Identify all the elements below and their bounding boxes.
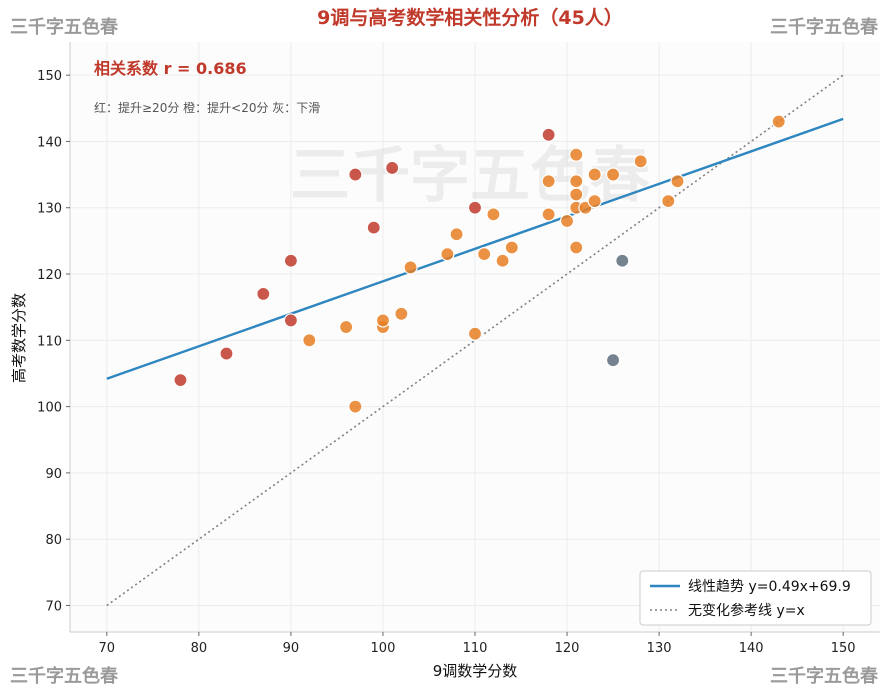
y-axis-label: 高考数学分数	[10, 293, 28, 383]
x-tick-label: 100	[371, 641, 396, 656]
data-point-improve-big	[541, 127, 556, 142]
data-point-improve-small	[587, 167, 602, 182]
data-point-improve-big	[173, 372, 188, 388]
x-tick-label: 90	[283, 641, 300, 656]
data-point-improve-small	[569, 147, 584, 162]
data-point-improve-big	[219, 346, 234, 361]
x-tick-label: 140	[739, 641, 764, 656]
data-point-improve-small	[302, 333, 317, 348]
data-point-improve-small	[541, 207, 556, 222]
y-tick-label: 90	[45, 467, 62, 482]
data-point-improve-small	[569, 240, 584, 255]
data-point-improve-small	[375, 313, 391, 328]
watermark-top-left: 三千字五色春	[10, 16, 119, 38]
y-tick-label: 80	[45, 533, 62, 548]
correlation-label: 相关系数 r = 0.686	[94, 59, 247, 78]
data-point-improve-small	[504, 240, 519, 255]
data-point-improve-small	[449, 227, 464, 242]
legend: 线性趋势 y=0.49x+69.9 无变化参考线 y=x	[639, 570, 872, 626]
data-point-improve-small	[633, 154, 648, 169]
data-point-improve-small	[403, 260, 418, 275]
data-point-improve-small	[467, 326, 483, 341]
data-point-improve-big	[348, 167, 363, 182]
data-point-improve-small	[569, 187, 584, 202]
data-point-improve-small	[771, 114, 786, 129]
data-point-improve-small	[541, 174, 556, 189]
data-points	[173, 114, 786, 414]
x-axis-ticks: 70 80 90 100 110 120 130 140 150	[99, 632, 856, 656]
x-axis-label: 9调数学分数	[433, 662, 518, 680]
data-point-improve-big	[283, 253, 299, 268]
reference-line	[106, 74, 844, 607]
data-point-improve-big	[385, 160, 400, 176]
data-point-improve-small	[348, 399, 363, 414]
trend-line	[106, 117, 844, 380]
legend-reference-label: 无变化参考线 y=x	[688, 602, 805, 619]
y-tick-label: 100	[37, 401, 62, 416]
data-point-improve-big	[283, 313, 299, 328]
y-tick-label: 140	[37, 135, 62, 150]
data-point-improve-small	[339, 319, 354, 335]
data-point-improve-small	[661, 194, 676, 209]
data-point-improve-small	[477, 247, 492, 262]
data-point-improve-small	[495, 253, 510, 268]
data-point-decline	[605, 353, 621, 368]
x-tick-label: 120	[555, 641, 580, 656]
x-tick-label: 80	[191, 641, 208, 656]
y-tick-label: 120	[37, 268, 62, 283]
y-tick-label: 70	[45, 599, 62, 614]
data-point-improve-big	[467, 200, 483, 215]
y-tick-label: 150	[37, 69, 62, 84]
legend-box	[639, 570, 872, 626]
data-point-improve-big	[256, 286, 271, 302]
legend-trend-label: 线性趋势 y=0.49x+69.9	[688, 579, 851, 595]
x-tick-label: 130	[647, 641, 672, 656]
watermark-bottom-right: 三千字五色春	[770, 665, 879, 687]
data-point-improve-small	[394, 306, 409, 321]
watermark-top-right: 三千字五色春	[770, 16, 879, 38]
data-point-improve-small	[569, 174, 584, 189]
chart-title: 9调与高考数学相关性分析（45人）	[317, 6, 623, 29]
data-point-improve-big	[366, 220, 381, 235]
data-point-improve-small	[559, 213, 575, 229]
x-tick-label: 70	[99, 641, 116, 656]
color-note: 红：提升≥20分 橙：提升<20分 灰：下滑	[94, 100, 320, 115]
x-tick-label: 110	[463, 641, 488, 656]
data-point-decline	[615, 253, 630, 268]
data-point-improve-small	[440, 247, 455, 262]
data-point-improve-small	[605, 167, 621, 182]
y-tick-label: 130	[37, 202, 62, 217]
data-point-improve-small	[587, 194, 602, 209]
y-tick-label: 110	[37, 334, 62, 349]
data-point-improve-small	[486, 207, 501, 222]
data-point-improve-small	[670, 174, 685, 189]
x-tick-label: 150	[831, 641, 856, 656]
y-axis-ticks: 70 80 90 100 110 120 130 140 150	[37, 69, 70, 614]
watermark-bottom-left: 三千字五色春	[10, 665, 119, 687]
